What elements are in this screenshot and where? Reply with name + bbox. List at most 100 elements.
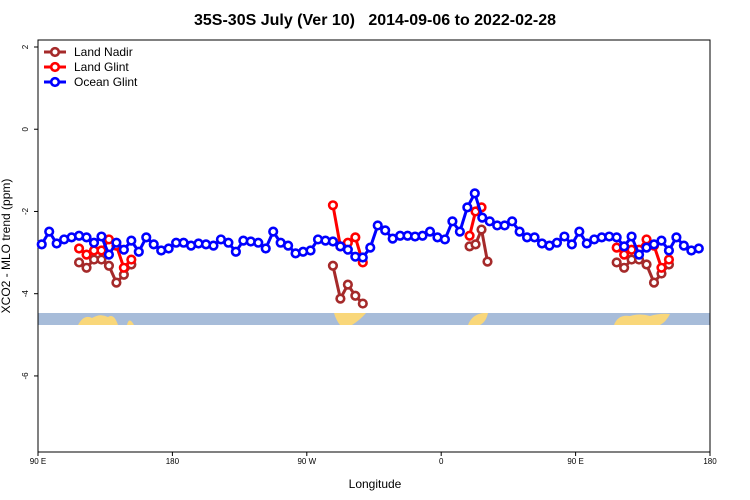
point	[260, 243, 271, 254]
land	[468, 313, 488, 325]
legend-marker	[49, 46, 61, 58]
legend-label: Land Glint	[74, 60, 129, 74]
point	[148, 239, 159, 250]
point	[342, 244, 353, 255]
point	[327, 260, 339, 271]
point	[141, 232, 152, 243]
point	[380, 225, 391, 236]
point	[118, 262, 129, 273]
point	[566, 239, 577, 250]
point	[208, 240, 219, 251]
point	[417, 230, 428, 241]
point	[469, 188, 480, 199]
x-tick-label: 90 E	[567, 457, 583, 466]
point	[36, 239, 47, 250]
point	[305, 245, 316, 256]
legend-marker	[49, 76, 61, 88]
point	[470, 239, 481, 250]
ocean-band	[38, 313, 710, 325]
x-tick-label: 0	[439, 457, 444, 466]
point	[611, 257, 622, 268]
x-tick-label: 180	[703, 457, 717, 466]
point	[44, 226, 55, 237]
point	[73, 257, 85, 268]
point	[447, 216, 458, 227]
point	[103, 260, 115, 271]
point	[283, 240, 294, 251]
point	[96, 254, 107, 265]
point	[111, 237, 122, 248]
y-tick-label: -6	[21, 372, 30, 380]
point	[619, 262, 630, 273]
point	[327, 236, 339, 247]
legend-marker	[49, 61, 61, 73]
point	[439, 234, 451, 245]
point	[126, 254, 137, 265]
chart-title: 35S-30S July (Ver 10) 2014-09-06 to 2022…	[194, 12, 556, 29]
y-tick-label: 0	[21, 126, 30, 131]
land	[127, 320, 134, 325]
legend-label: Ocean Glint	[74, 75, 138, 89]
point	[529, 232, 540, 243]
point	[350, 232, 361, 243]
point	[619, 249, 630, 260]
land	[614, 313, 670, 325]
point	[663, 245, 675, 256]
map-strip	[38, 313, 710, 325]
point	[462, 202, 473, 213]
point	[81, 249, 92, 260]
x-tick-label: 180	[166, 457, 180, 466]
point	[253, 237, 264, 248]
point	[126, 235, 137, 246]
point	[111, 277, 122, 288]
point	[268, 226, 279, 237]
y-axis-label: XCO2 - MLO trend (ppm)	[0, 179, 13, 314]
point	[581, 238, 592, 249]
point	[342, 279, 353, 290]
point	[611, 232, 622, 243]
point	[507, 216, 518, 227]
y-tick-label: 2	[21, 44, 30, 49]
x-tick-label: 90 W	[297, 457, 316, 466]
point	[641, 234, 652, 245]
point	[648, 239, 660, 250]
point	[118, 244, 129, 255]
point	[641, 259, 652, 270]
point	[223, 237, 234, 248]
point	[678, 240, 689, 251]
point	[656, 235, 667, 246]
point	[574, 226, 585, 237]
point	[81, 232, 92, 243]
point	[424, 226, 436, 237]
point	[88, 237, 100, 248]
point	[372, 220, 383, 231]
point	[357, 252, 368, 263]
point	[551, 237, 563, 248]
land	[334, 313, 366, 325]
point	[73, 243, 85, 254]
point	[484, 216, 495, 227]
point	[656, 262, 667, 273]
point	[464, 230, 475, 241]
point	[103, 249, 115, 260]
legend-label: Land Nadir	[74, 45, 133, 59]
point	[663, 254, 675, 265]
point	[81, 262, 92, 273]
point	[619, 241, 630, 252]
x-axis-label: Longitude	[349, 477, 402, 491]
point	[365, 242, 376, 253]
x-tick-label: 90 E	[30, 457, 46, 466]
point	[671, 232, 682, 243]
y-tick-label: -2	[21, 207, 30, 215]
point	[327, 200, 339, 211]
point	[96, 231, 107, 242]
point	[51, 238, 62, 249]
point	[96, 245, 107, 256]
point	[357, 298, 368, 309]
point	[350, 290, 361, 301]
y-tick-label: -4	[21, 290, 30, 298]
point	[693, 243, 704, 254]
point	[163, 243, 174, 254]
